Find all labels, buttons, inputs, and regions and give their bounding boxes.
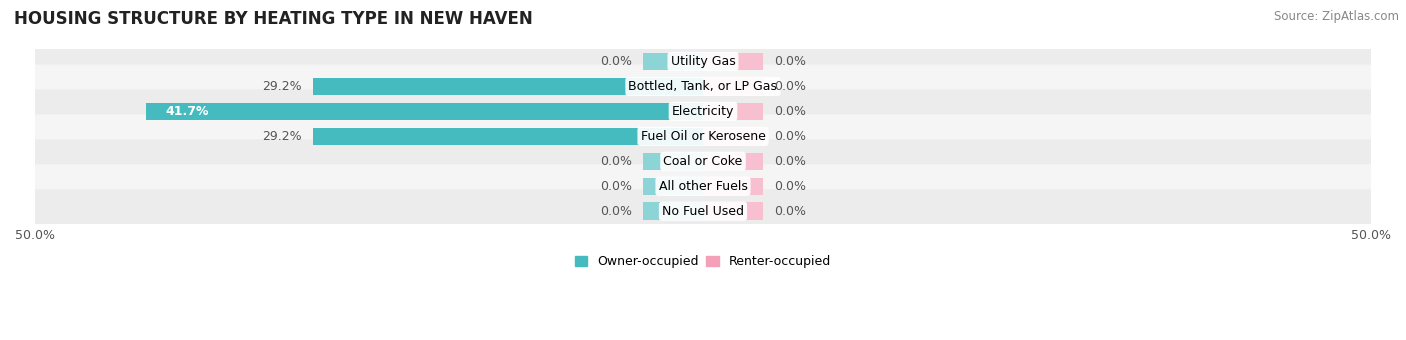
Bar bbox=[314, 78, 703, 95]
Text: 29.2%: 29.2% bbox=[263, 80, 302, 93]
Text: No Fuel Used: No Fuel Used bbox=[662, 205, 744, 218]
Text: 29.2%: 29.2% bbox=[263, 130, 302, 143]
Bar bbox=[703, 78, 763, 95]
Text: HOUSING STRUCTURE BY HEATING TYPE IN NEW HAVEN: HOUSING STRUCTURE BY HEATING TYPE IN NEW… bbox=[14, 10, 533, 28]
Bar bbox=[146, 103, 703, 120]
FancyBboxPatch shape bbox=[22, 89, 1384, 133]
Bar bbox=[703, 53, 763, 70]
Text: 0.0%: 0.0% bbox=[773, 80, 806, 93]
Text: Source: ZipAtlas.com: Source: ZipAtlas.com bbox=[1274, 10, 1399, 23]
Bar bbox=[643, 53, 703, 70]
FancyBboxPatch shape bbox=[22, 65, 1384, 108]
Bar bbox=[703, 177, 763, 195]
Text: 0.0%: 0.0% bbox=[773, 130, 806, 143]
FancyBboxPatch shape bbox=[22, 139, 1384, 183]
Text: 0.0%: 0.0% bbox=[773, 180, 806, 193]
Text: Electricity: Electricity bbox=[672, 105, 734, 118]
FancyBboxPatch shape bbox=[22, 39, 1384, 83]
Text: 41.7%: 41.7% bbox=[166, 105, 209, 118]
Text: Fuel Oil or Kerosene: Fuel Oil or Kerosene bbox=[641, 130, 765, 143]
Text: 0.0%: 0.0% bbox=[600, 180, 633, 193]
FancyBboxPatch shape bbox=[22, 114, 1384, 158]
Text: 0.0%: 0.0% bbox=[600, 205, 633, 218]
Text: 0.0%: 0.0% bbox=[773, 55, 806, 68]
Text: Coal or Coke: Coal or Coke bbox=[664, 155, 742, 168]
Text: Utility Gas: Utility Gas bbox=[671, 55, 735, 68]
Text: 0.0%: 0.0% bbox=[600, 55, 633, 68]
Text: All other Fuels: All other Fuels bbox=[658, 180, 748, 193]
Text: 0.0%: 0.0% bbox=[600, 155, 633, 168]
Bar bbox=[643, 177, 703, 195]
Text: Bottled, Tank, or LP Gas: Bottled, Tank, or LP Gas bbox=[628, 80, 778, 93]
Bar bbox=[703, 153, 763, 170]
Bar bbox=[703, 103, 763, 120]
Text: 0.0%: 0.0% bbox=[773, 155, 806, 168]
Text: 0.0%: 0.0% bbox=[773, 205, 806, 218]
Text: 0.0%: 0.0% bbox=[773, 105, 806, 118]
Legend: Owner-occupied, Renter-occupied: Owner-occupied, Renter-occupied bbox=[569, 250, 837, 273]
Bar bbox=[314, 128, 703, 145]
Bar bbox=[703, 128, 763, 145]
FancyBboxPatch shape bbox=[22, 189, 1384, 233]
Bar bbox=[703, 202, 763, 220]
FancyBboxPatch shape bbox=[22, 164, 1384, 208]
Bar bbox=[643, 202, 703, 220]
Bar bbox=[643, 153, 703, 170]
